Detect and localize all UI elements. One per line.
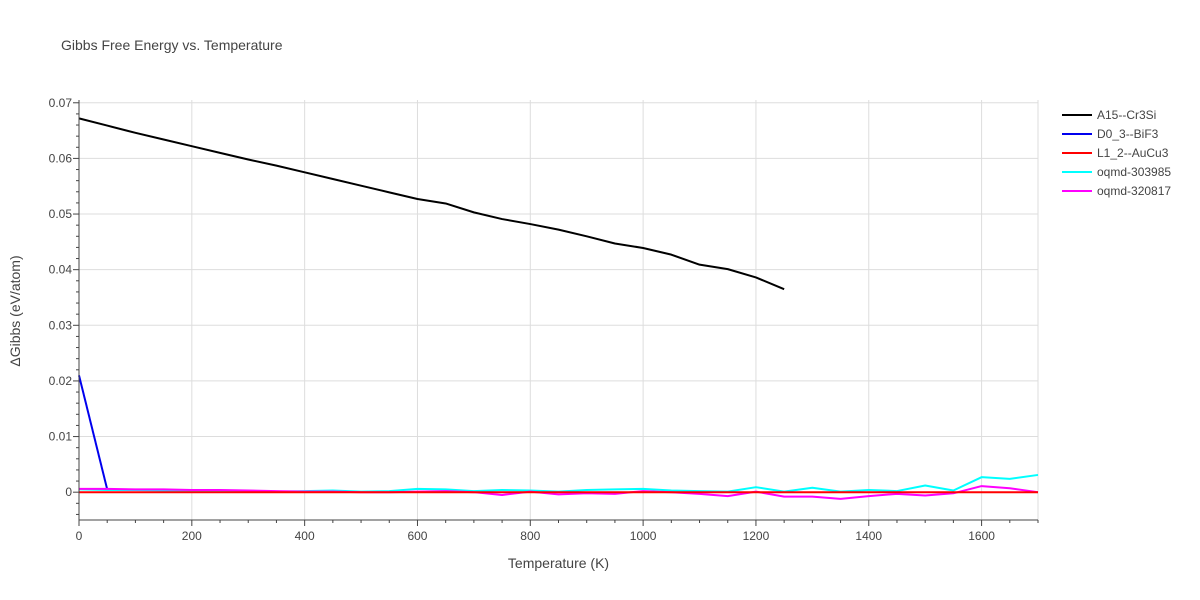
x-tick-label: 0	[76, 529, 83, 543]
y-tick-label: 0.04	[49, 263, 73, 277]
y-tick-label: 0.02	[49, 374, 73, 388]
x-tick-label: 600	[407, 529, 427, 543]
y-tick-label: 0.05	[49, 207, 73, 221]
y-tick-label: 0.01	[49, 430, 73, 444]
chart-title: Gibbs Free Energy vs. Temperature	[61, 37, 283, 53]
legend[interactable]: A15--Cr3Si D0_3--BiF3 L1_2--AuCu3 oqmd-3039…	[1062, 108, 1171, 198]
series-line-oqmd-320817[interactable]	[79, 485, 1039, 500]
y-tick-label: 0.06	[49, 151, 73, 165]
y-axis-label: ΔGibbs (eV/atom)	[7, 255, 23, 366]
legend-label: A15--Cr3Si	[1097, 108, 1156, 122]
series-line-d0-3-bif3[interactable]	[78, 375, 109, 490]
legend-label: oqmd-303985	[1097, 165, 1171, 179]
x-tick-label: 1000	[630, 529, 657, 543]
legend-item[interactable]: A15--Cr3Si	[1062, 108, 1156, 122]
y-tick-label: 0	[65, 485, 72, 499]
legend-label: D0_3--BiF3	[1097, 127, 1159, 141]
grid-layer	[79, 100, 1039, 520]
y-tick-label: 0.07	[49, 96, 73, 110]
x-tick-label: 1200	[743, 529, 770, 543]
x-axis-label: Temperature (K)	[508, 555, 609, 571]
x-tick-label: 1400	[855, 529, 882, 543]
x-tick-label: 800	[520, 529, 540, 543]
axis-layer: 0 200 400 600 800 1000 1200 1400 1600 0 0.01 0.02 0.…	[49, 96, 1039, 543]
legend-label: L1_2--AuCu3	[1097, 146, 1169, 160]
series-layer	[78, 117, 1039, 500]
legend-label: oqmd-320817	[1097, 184, 1171, 198]
y-tick-label: 0.03	[49, 318, 73, 332]
legend-item[interactable]: oqmd-303985	[1062, 165, 1171, 179]
x-tick-label: 400	[295, 529, 315, 543]
legend-item[interactable]: D0_3--BiF3	[1062, 127, 1159, 141]
x-tick-label: 200	[182, 529, 202, 543]
legend-item[interactable]: L1_2--AuCu3	[1062, 146, 1169, 160]
x-tick-label: 1600	[968, 529, 995, 543]
series-line-a15-cr3si[interactable]	[78, 117, 785, 291]
legend-item[interactable]: oqmd-320817	[1062, 184, 1171, 198]
